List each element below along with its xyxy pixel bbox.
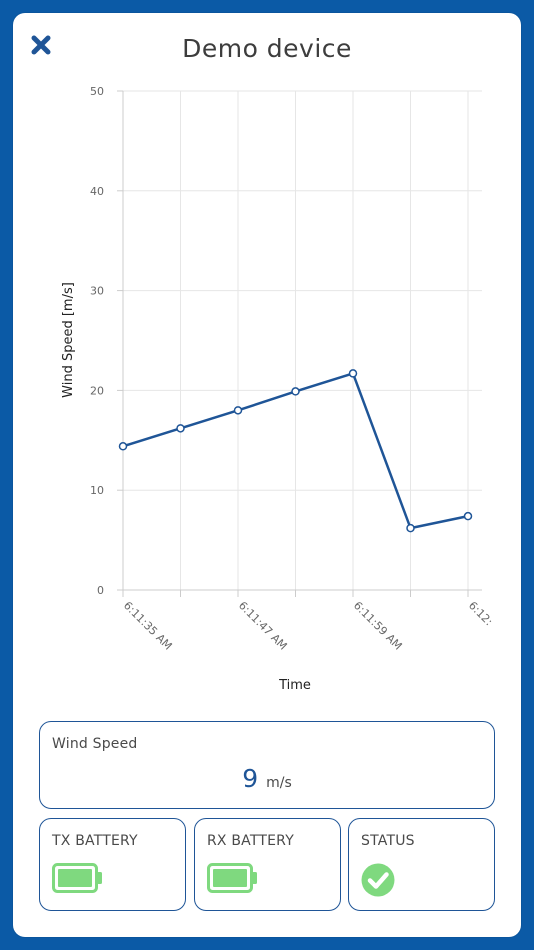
- x-tick-label: 6:12:: [466, 599, 495, 628]
- x-axis-title: Time: [278, 678, 311, 693]
- x-tick-label: 6:11:35 AM: [121, 599, 175, 653]
- x-tick-label: 6:11:59 AM: [351, 599, 405, 653]
- x-tick-label: 6:11:47 AM: [236, 599, 290, 653]
- battery-full-icon: [52, 863, 104, 897]
- y-tick-label: 0: [97, 584, 104, 597]
- y-tick-label: 40: [90, 185, 104, 198]
- wind-speed-readout: 9 m/s: [40, 764, 494, 793]
- data-point: [291, 387, 300, 396]
- close-icon[interactable]: [29, 33, 53, 57]
- page-title: Demo device: [182, 34, 352, 63]
- wind-speed-value: 9: [242, 764, 259, 793]
- data-point: [118, 442, 128, 451]
- y-tick-label: 50: [90, 85, 104, 98]
- battery-fill: [58, 869, 92, 887]
- y-tick-label: 20: [90, 384, 104, 397]
- battery-fill: [213, 869, 247, 887]
- y-tick-label: 30: [90, 285, 104, 298]
- status-tile: STATUS: [348, 818, 495, 911]
- rx-battery-tile: RX BATTERY: [194, 818, 341, 911]
- data-point: [176, 424, 185, 433]
- battery-full-icon: [207, 863, 259, 897]
- rx-battery-label: RX BATTERY: [207, 833, 294, 849]
- y-axis-title: Wind Speed [m/s]: [61, 282, 76, 398]
- wind-speed-tile: Wind Speed 9 m/s: [39, 721, 495, 809]
- wind-speed-label: Wind Speed: [52, 736, 138, 752]
- tx-battery-label: TX BATTERY: [52, 833, 138, 849]
- data-point: [463, 511, 473, 521]
- check-circle-icon: [361, 863, 395, 901]
- wind-speed-unit: m/s: [266, 775, 292, 791]
- tx-battery-tile: TX BATTERY: [39, 818, 186, 911]
- status-label: STATUS: [361, 833, 415, 849]
- data-point: [348, 369, 358, 378]
- y-tick-label: 10: [90, 484, 104, 497]
- data-point: [406, 523, 415, 533]
- wind-speed-chart: 0 10 20 30 40 50 6:11:35 AM 6:11:47 AM 6:11:59 A…: [61, 85, 495, 693]
- data-point: [233, 406, 243, 415]
